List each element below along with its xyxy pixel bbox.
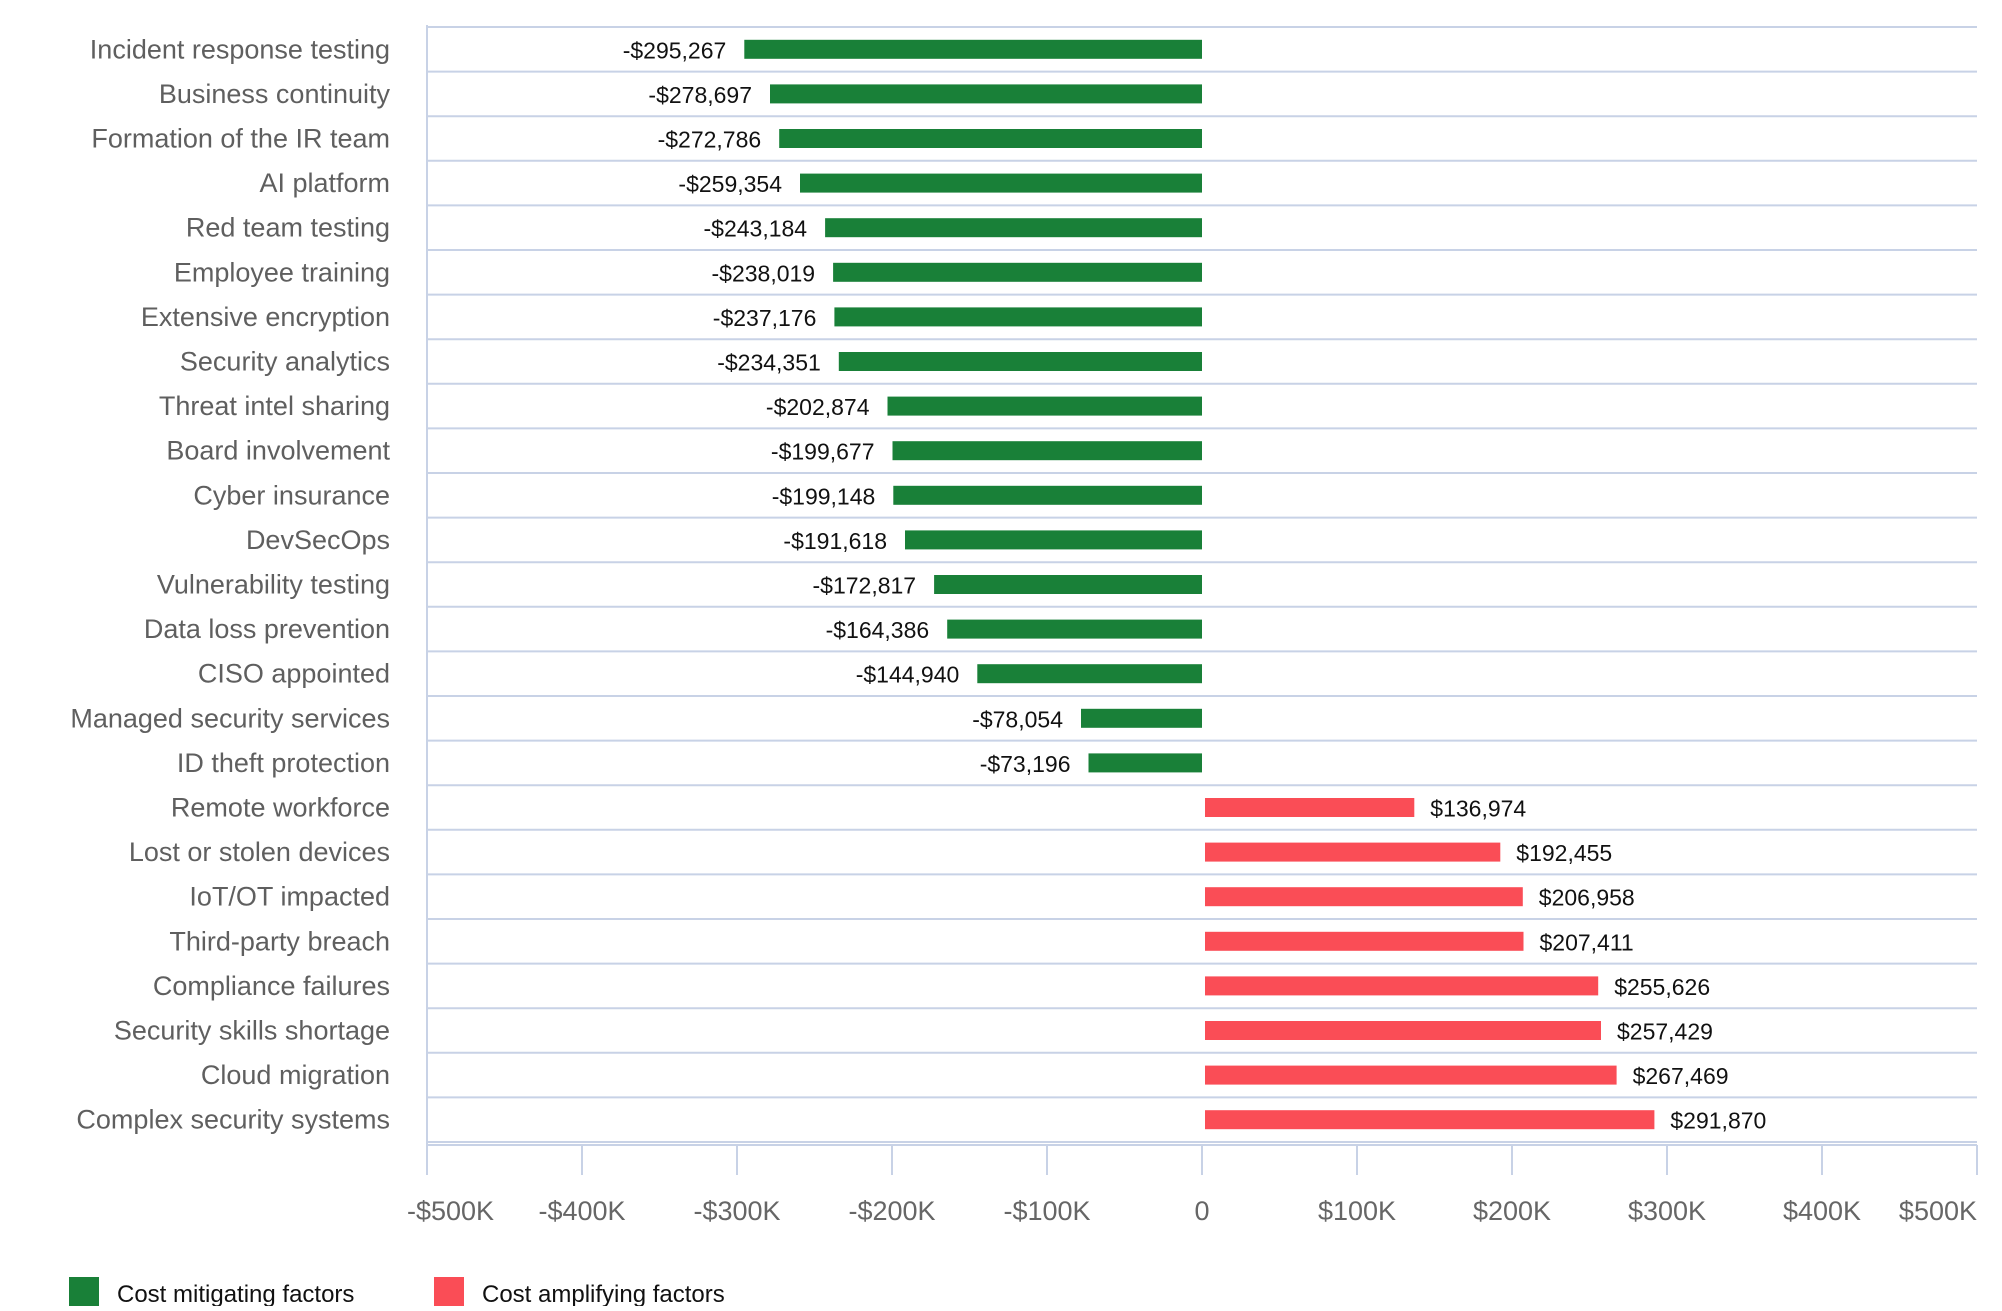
bar <box>977 664 1202 684</box>
category-label: Cloud migration <box>201 1060 390 1090</box>
legend-label-mitigating: Cost mitigating factors <box>117 1281 354 1306</box>
value-labels: -$295,267 -$278,697 -$272,786 -$259,354 -$24… <box>623 37 1767 1133</box>
value-label: -$164,386 <box>826 617 930 643</box>
category-label: Managed security services <box>70 703 390 733</box>
bar <box>947 619 1202 639</box>
value-label: $291,870 <box>1670 1108 1766 1134</box>
category-label: Employee training <box>174 257 390 287</box>
value-label: $207,411 <box>1540 929 1634 955</box>
bar <box>1205 976 1599 996</box>
bar <box>893 485 1202 505</box>
value-label: -$78,054 <box>972 706 1063 732</box>
value-label: -$73,196 <box>980 751 1071 777</box>
value-label: -$234,351 <box>717 350 821 376</box>
category-label: Lost or stolen devices <box>129 837 390 867</box>
category-label: Third-party breach <box>169 926 390 956</box>
x-tick-label: $200K <box>1473 1196 1551 1226</box>
category-label: Compliance failures <box>153 971 390 1001</box>
bar <box>1205 842 1501 862</box>
category-label: IoT/OT impacted <box>189 882 390 912</box>
grid-lines <box>426 25 1977 1175</box>
value-label: -$238,019 <box>712 260 816 286</box>
category-label: Security analytics <box>180 347 390 377</box>
x-tick-label: 0 <box>1194 1196 1209 1226</box>
category-label: ID theft protection <box>177 748 390 778</box>
legend-swatch-mitigating <box>69 1277 99 1307</box>
x-tick-label: $100K <box>1318 1196 1396 1226</box>
value-label: -$202,874 <box>766 394 870 420</box>
x-tick-label: -$300K <box>693 1196 780 1226</box>
category-label: Threat intel sharing <box>159 391 390 421</box>
value-label: $267,469 <box>1633 1063 1729 1089</box>
x-tick-label: $300K <box>1628 1196 1706 1226</box>
x-axis: -$500K -$400K -$300K -$200K -$100K 0 $100K $200… <box>407 1144 1978 1226</box>
bar <box>1205 798 1415 817</box>
value-label: $136,974 <box>1430 796 1526 822</box>
category-label: Security skills shortage <box>114 1016 390 1046</box>
bar <box>1088 753 1202 773</box>
category-label: Complex security systems <box>76 1105 390 1135</box>
legend-swatch-amplifying <box>434 1277 464 1307</box>
value-label: -$259,354 <box>678 171 782 197</box>
category-label: Cyber insurance <box>193 480 390 510</box>
bar <box>1205 1110 1655 1130</box>
bar <box>779 129 1202 148</box>
bar <box>838 352 1202 371</box>
category-label: Remote workforce <box>171 793 390 823</box>
category-label: DevSecOps <box>246 525 390 555</box>
x-tick-label: -$100K <box>1003 1196 1090 1226</box>
value-label: -$144,940 <box>856 662 960 688</box>
value-label: $257,429 <box>1617 1019 1713 1045</box>
x-tick-label: -$500K <box>407 1196 494 1226</box>
category-label: Vulnerability testing <box>157 570 390 600</box>
value-label: -$272,786 <box>658 127 762 153</box>
value-label: -$243,184 <box>704 216 808 242</box>
value-label: -$172,817 <box>813 573 917 599</box>
legend-label-amplifying: Cost amplifying factors <box>482 1281 725 1306</box>
bar <box>834 307 1202 327</box>
value-label: -$295,267 <box>623 37 727 63</box>
category-label: AI platform <box>259 168 390 198</box>
x-tick-label: -$200K <box>848 1196 935 1226</box>
category-label: Incident response testing <box>90 34 390 64</box>
category-label: Red team testing <box>186 213 390 243</box>
category-label: Formation of the IR team <box>91 124 390 154</box>
value-label: $192,455 <box>1516 840 1612 866</box>
value-label: -$237,176 <box>713 305 817 331</box>
bar <box>1205 887 1523 907</box>
value-label: -$199,148 <box>772 483 876 509</box>
bar <box>833 262 1202 282</box>
legend: Cost mitigating factors Cost amplifying … <box>69 1277 725 1308</box>
bar <box>1205 1065 1617 1085</box>
x-tick-label: -$400K <box>538 1196 625 1226</box>
x-tick-label: $500K <box>1899 1196 1977 1226</box>
category-label: CISO appointed <box>198 659 390 689</box>
bar <box>800 173 1202 193</box>
bar <box>825 218 1202 238</box>
bar <box>892 441 1202 461</box>
value-label: -$199,677 <box>771 439 875 465</box>
bar <box>770 84 1202 104</box>
bar <box>1205 1021 1601 1040</box>
bar <box>744 39 1202 59</box>
bar <box>887 396 1202 416</box>
bar <box>934 575 1202 594</box>
value-label: $206,958 <box>1539 885 1635 911</box>
x-tick-label: $400K <box>1783 1196 1861 1226</box>
value-label: -$278,697 <box>648 82 752 108</box>
category-label: Data loss prevention <box>144 614 390 644</box>
value-label: -$191,618 <box>783 528 887 554</box>
bars <box>744 39 1655 1130</box>
category-label: Board involvement <box>166 436 390 466</box>
bar <box>905 530 1202 550</box>
category-label: Extensive encryption <box>141 302 390 332</box>
bar <box>1081 708 1202 728</box>
category-labels: Incident response testing Business contin… <box>70 34 390 1134</box>
category-label: Business continuity <box>159 79 391 109</box>
value-label: $255,626 <box>1614 974 1710 1000</box>
bar <box>1205 931 1524 951</box>
